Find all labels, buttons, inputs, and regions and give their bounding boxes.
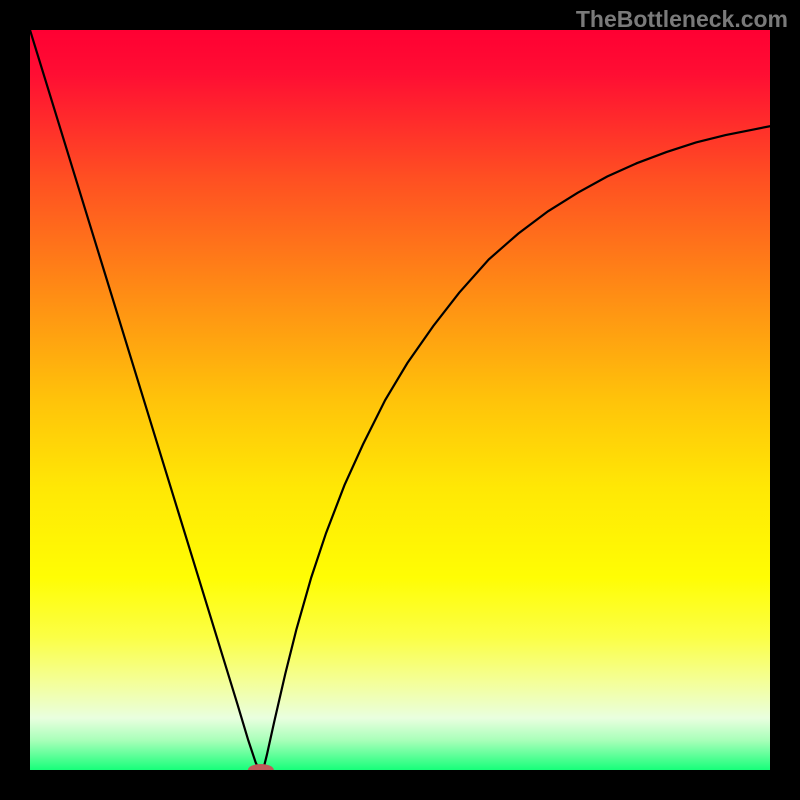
gradient-background [30, 30, 770, 770]
chart-root: TheBottleneck.com [0, 0, 800, 800]
chart-svg [30, 30, 770, 770]
watermark-text: TheBottleneck.com [576, 6, 788, 33]
chart-area [30, 30, 770, 770]
